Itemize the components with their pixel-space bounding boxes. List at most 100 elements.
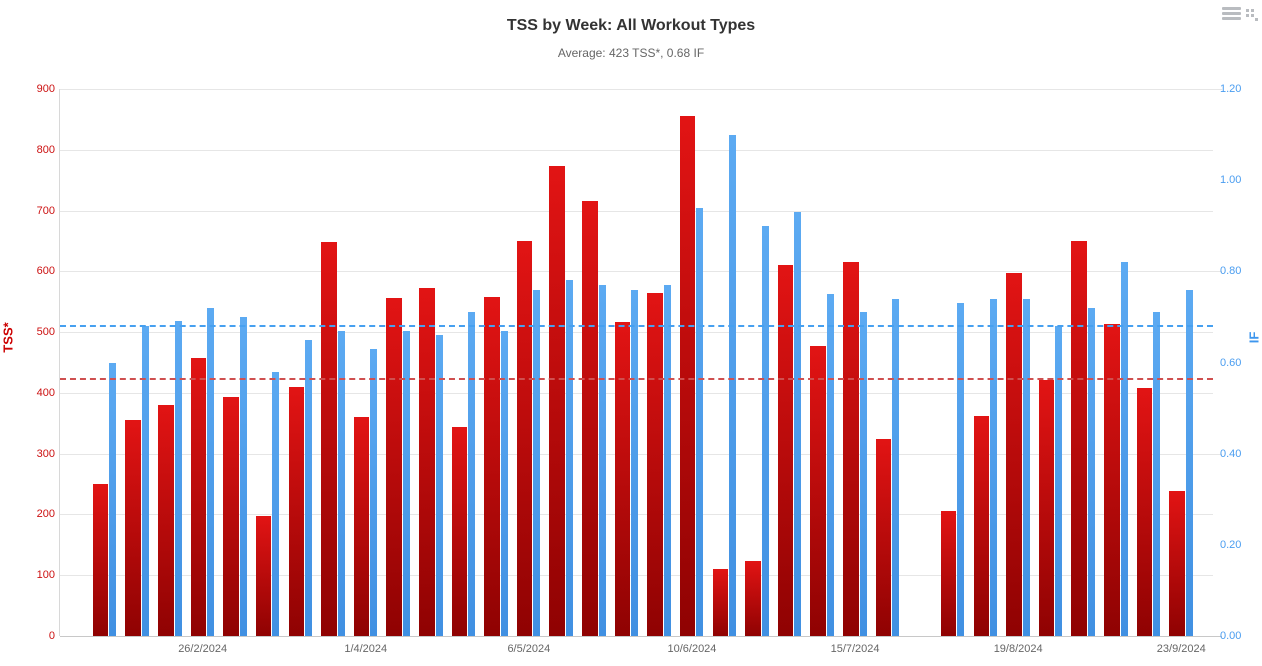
tss-bar[interactable] xyxy=(1071,240,1087,636)
tss-bar[interactable] xyxy=(288,386,305,636)
tss-bar[interactable] xyxy=(549,166,565,636)
if-bar[interactable] xyxy=(892,298,900,636)
average-if-line xyxy=(60,325,1213,327)
tss-bar[interactable] xyxy=(745,560,761,636)
tss-bar[interactable] xyxy=(647,292,663,636)
if-bar[interactable] xyxy=(598,285,606,636)
if-bar[interactable] xyxy=(402,330,410,636)
tss-bar[interactable] xyxy=(1104,323,1120,636)
tss-bar[interactable] xyxy=(582,201,598,636)
if-bar[interactable] xyxy=(696,207,704,636)
if-bar[interactable] xyxy=(957,303,965,636)
if-bar[interactable] xyxy=(109,362,117,636)
if-bar[interactable] xyxy=(1120,262,1128,636)
tss-bar[interactable] xyxy=(516,240,533,636)
if-bar[interactable] xyxy=(1185,289,1193,636)
drag-handle-icon xyxy=(1246,9,1258,21)
y-axis-label-right: 0.20 xyxy=(1220,538,1242,551)
if-bar[interactable] xyxy=(207,307,215,636)
tss-bar[interactable] xyxy=(223,396,239,636)
if-bar[interactable] xyxy=(468,312,476,636)
y-axis-label-right: 1.00 xyxy=(1220,174,1242,187)
tss-bar[interactable] xyxy=(1136,388,1153,636)
gridline xyxy=(60,89,1222,90)
x-axis-label: 10/6/2024 xyxy=(667,643,717,655)
tss-bar[interactable] xyxy=(810,346,826,636)
tss-bar[interactable] xyxy=(125,420,141,636)
tss-bar[interactable] xyxy=(190,358,207,636)
x-axis-label: 15/7/2024 xyxy=(830,643,880,655)
tss-bar[interactable] xyxy=(158,405,174,636)
if-bar[interactable] xyxy=(729,134,737,636)
if-bar[interactable] xyxy=(533,289,541,636)
y-axis-label-right: 0.40 xyxy=(1220,447,1242,460)
x-axis-label: 6/5/2024 xyxy=(507,643,551,655)
tss-bar[interactable] xyxy=(451,426,468,636)
gridline xyxy=(60,454,1222,455)
if-bar[interactable] xyxy=(141,326,149,636)
tss-bar[interactable] xyxy=(353,417,370,636)
if-bar[interactable] xyxy=(337,330,345,636)
tss-bar[interactable] xyxy=(940,510,957,636)
tss-bar[interactable] xyxy=(255,515,272,636)
if-bar[interactable] xyxy=(1022,298,1030,636)
tss-bar[interactable] xyxy=(386,298,402,636)
average-tss-line xyxy=(60,378,1213,380)
x-axis-label: 23/9/2024 xyxy=(1156,643,1206,655)
tss-bar[interactable] xyxy=(1038,379,1055,636)
tss-bar[interactable] xyxy=(875,439,892,636)
if-bar[interactable] xyxy=(174,321,182,636)
if-bar[interactable] xyxy=(663,285,671,636)
y-axis-line-left xyxy=(59,89,60,636)
if-bar[interactable] xyxy=(239,316,247,636)
y-axis-label-left: 200 xyxy=(36,508,55,521)
tss-bar[interactable] xyxy=(843,262,859,636)
if-bar[interactable] xyxy=(272,371,280,636)
if-bar[interactable] xyxy=(761,225,769,636)
gridline xyxy=(60,150,1213,151)
x-axis-label: 1/4/2024 xyxy=(344,643,388,655)
y-axis-label-left: 300 xyxy=(36,447,55,460)
export-menu-button[interactable] xyxy=(1218,3,1244,23)
tss-bar[interactable] xyxy=(777,264,794,636)
y-axis-label-right: 0.80 xyxy=(1220,265,1242,278)
x-axis-label: 26/2/2024 xyxy=(178,643,228,655)
y-axis-label-right: 0.00 xyxy=(1220,630,1242,642)
y-axis-label-left: 400 xyxy=(36,386,55,399)
gridline xyxy=(60,271,1222,272)
hamburger-menu-icon xyxy=(1218,6,1244,20)
if-bar[interactable] xyxy=(1153,312,1161,636)
tss-bar[interactable] xyxy=(973,415,990,636)
tss-bar[interactable] xyxy=(92,484,109,636)
chart-title: TSS by Week: All Workout Types xyxy=(506,17,756,34)
tss-bar[interactable] xyxy=(484,297,500,636)
tss-bar[interactable] xyxy=(712,568,729,636)
if-bar[interactable] xyxy=(565,280,573,636)
tss-bar[interactable] xyxy=(1169,491,1185,636)
y-axis-label-left: 600 xyxy=(36,265,55,278)
y-axis-label-left: 900 xyxy=(36,83,55,95)
y-axis-label-left: 0 xyxy=(48,630,55,642)
if-bar[interactable] xyxy=(370,348,378,636)
if-bar[interactable] xyxy=(631,289,639,636)
if-bar[interactable] xyxy=(435,335,443,636)
tss-bar[interactable] xyxy=(321,241,337,636)
y-axis-label-left: 800 xyxy=(36,143,55,156)
y-axis-label-right: 0.60 xyxy=(1220,356,1242,369)
tss-bar[interactable] xyxy=(419,288,435,636)
if-bar[interactable] xyxy=(500,330,508,636)
tss-bar[interactable] xyxy=(614,321,631,636)
tss-bar[interactable] xyxy=(1006,273,1022,636)
if-bar[interactable] xyxy=(826,294,834,636)
tss-bar[interactable] xyxy=(679,116,696,636)
if-bar[interactable] xyxy=(990,298,998,636)
y-axis-label-left: 100 xyxy=(36,569,55,582)
if-bar[interactable] xyxy=(794,212,802,636)
if-bar[interactable] xyxy=(305,339,313,636)
chart-subtitle: Average: 423 TSS*, 0.68 IF xyxy=(557,46,705,60)
y-axis-label-left: 700 xyxy=(36,204,55,217)
gridline xyxy=(60,211,1213,212)
if-bar[interactable] xyxy=(1055,326,1063,636)
if-bar[interactable] xyxy=(859,312,867,636)
if-bar[interactable] xyxy=(1087,307,1095,636)
